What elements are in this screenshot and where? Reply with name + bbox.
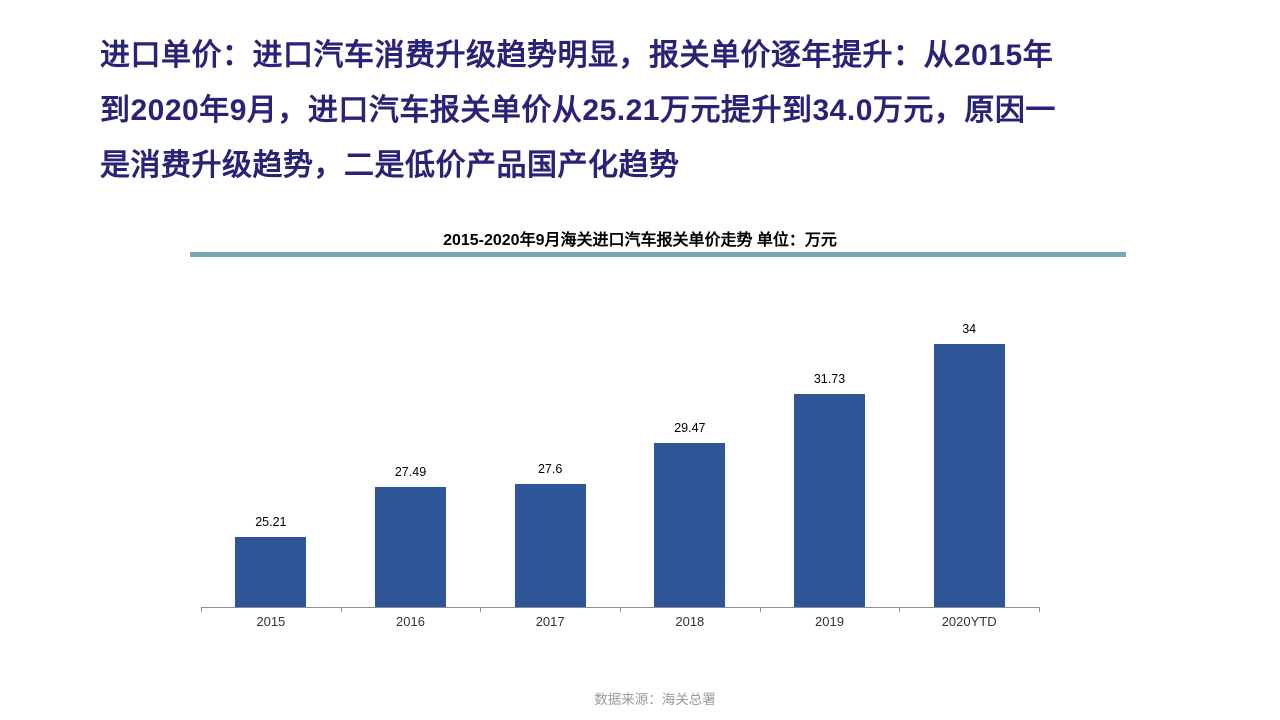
x-axis-tick bbox=[1039, 607, 1040, 612]
x-axis-tick bbox=[899, 607, 900, 612]
slide-title-line-3: 是消费升级趋势，二是低价产品国产化趋势 bbox=[100, 149, 680, 182]
x-axis-tick bbox=[620, 607, 621, 612]
bar-value-label-2016: 27.49 bbox=[394, 465, 427, 479]
bar-value-label-2017: 27.6 bbox=[537, 462, 563, 476]
x-axis-label-2018: 2018 bbox=[675, 614, 705, 629]
slide-title-line-2: 到2020年9月，进口汽车报关单价从25.21万元提升到34.0万元，原因一 bbox=[100, 94, 1056, 127]
chart-title-underline bbox=[190, 252, 1126, 257]
bar-2020YTD bbox=[933, 344, 1005, 607]
bar-2016 bbox=[375, 487, 446, 607]
bar-value-label-2019: 31.73 bbox=[813, 372, 846, 386]
x-axis-tick bbox=[480, 607, 481, 612]
bar-2015 bbox=[235, 537, 307, 607]
slide-title-line-1: 进口单价：进口汽车消费升级趋势明显，报关单价逐年提升：从2015年 bbox=[100, 39, 1054, 72]
x-axis-label-2016: 2016 bbox=[396, 614, 425, 629]
bar-2019 bbox=[794, 394, 865, 607]
x-axis-label-2019: 2019 bbox=[815, 614, 844, 629]
x-axis-tick bbox=[760, 607, 761, 612]
data-source-note: 数据来源：海关总署 bbox=[594, 692, 716, 707]
x-axis-tick bbox=[341, 607, 342, 612]
bar-value-label-2015: 25.21 bbox=[255, 515, 287, 529]
bar-value-label-2020YTD: 34 bbox=[962, 322, 977, 336]
slide-title: 进口单价：进口汽车消费升级趋势明显，报关单价逐年提升：从2015年 到2020年… bbox=[100, 28, 1190, 193]
x-axis-label-2017: 2017 bbox=[535, 614, 565, 629]
x-axis-tick bbox=[201, 607, 202, 612]
bar-2017 bbox=[514, 484, 586, 607]
bar-value-label-2018: 29.47 bbox=[674, 421, 706, 435]
chart-title: 2015-2020年9月海关进口汽车报关单价走势 单位：万元 bbox=[443, 232, 837, 249]
x-axis-label-2020YTD: 2020YTD bbox=[941, 614, 997, 629]
plot-area: 25.21 27.49 27.6 29.47 31.73 34 bbox=[201, 300, 1039, 607]
x-axis-label-2015: 2015 bbox=[256, 614, 286, 629]
bar-2018 bbox=[654, 443, 726, 607]
